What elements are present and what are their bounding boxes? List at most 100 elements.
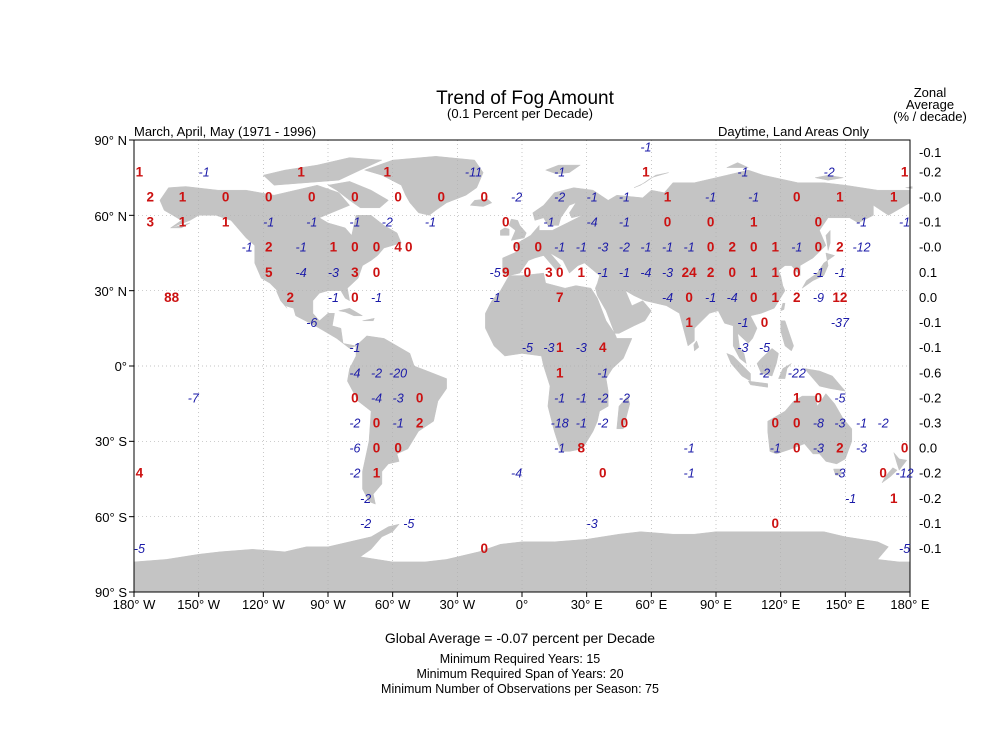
zonal-header-line: Average (905, 97, 955, 112)
trend-value: 0 (373, 240, 381, 255)
footer-min-span: Minimum Required Span of Years: 20 (416, 667, 624, 681)
landmass-arabian-sea-fix (599, 270, 631, 294)
trend-value: 2 (728, 240, 736, 255)
trend-value: -1 (371, 291, 382, 305)
trend-value: 1 (772, 240, 780, 255)
trend-value: 1 (772, 290, 780, 305)
longitude-label: 120° W (242, 597, 286, 612)
trend-value: 0 (373, 416, 381, 431)
trend-value: -1 (899, 216, 910, 230)
trend-value: -1 (662, 241, 673, 255)
trend-value: 1 (901, 164, 909, 179)
trend-value: -1 (834, 266, 845, 280)
trend-value: -3 (834, 467, 845, 481)
trend-value: -1 (684, 467, 695, 481)
trend-value: -1 (199, 165, 210, 179)
trend-value: 0 (815, 215, 823, 230)
trend-value: 1 (890, 190, 898, 205)
trend-value: 0 (750, 290, 758, 305)
trend-value: -12 (852, 241, 870, 255)
trend-value: 0 (772, 416, 780, 431)
longitude-label: 60° W (375, 597, 411, 612)
trend-value: 1 (179, 215, 187, 230)
trend-value: -37 (831, 316, 850, 330)
landmass-severnaya (726, 162, 749, 168)
trend-value: -5 (899, 542, 910, 556)
landmass-australia (767, 393, 853, 465)
trend-value: 1 (330, 240, 338, 255)
trend-value: 3 (146, 215, 154, 230)
trend-value: -1 (393, 417, 404, 431)
landmass-sakhalin (825, 229, 831, 251)
trend-value: -1 (296, 241, 307, 255)
zonal-averages: -0.1 -0.2 -0.0 -0.1 -0.0 0.1 0.0 -0.1 -0.1 -0.6 -0… (919, 145, 941, 556)
zonal-average-value: -0.2 (919, 390, 941, 405)
trend-value: 0 (793, 416, 801, 431)
trend-value: -4 (296, 266, 307, 280)
trend-value: -1 (587, 191, 598, 205)
trend-value: 0 (534, 240, 542, 255)
zonal-average-value: -0.1 (919, 145, 941, 160)
trend-value: 0 (502, 215, 510, 230)
landmass-eurasia (502, 169, 911, 365)
trend-value: 2 (836, 240, 844, 255)
zonal-average-value: -0.1 (919, 541, 941, 556)
trend-value: 1 (836, 190, 844, 205)
trend-value: 0 (308, 190, 316, 205)
zonal-average-value: -0.1 (919, 516, 941, 531)
zonal-header-line: Zonal (913, 85, 947, 100)
landmass-africa (485, 272, 633, 452)
trend-value: -1 (619, 216, 630, 230)
trend-value: 1 (384, 164, 392, 179)
landmass-alaska-penin (170, 222, 191, 229)
trend-value: 0 (772, 516, 780, 531)
trend-value: 0 (793, 441, 801, 456)
longitude-label: 120° E (761, 597, 801, 612)
trend-value: 0 (373, 265, 381, 280)
landmass-new-guinea (803, 368, 846, 392)
latitude-label: 0° (115, 359, 127, 374)
trend-value: -11 (465, 165, 482, 179)
trend-value: -3 (834, 417, 845, 431)
trend-value: 2 (707, 265, 715, 280)
trend-value: -1 (619, 191, 630, 205)
trend-value: -5 (490, 266, 501, 280)
trend-value: -1 (242, 241, 253, 255)
trend-value: -1 (856, 216, 867, 230)
trend-value: -1 (705, 291, 716, 305)
trend-value: 1 (578, 265, 586, 280)
trend-value: -2 (597, 417, 608, 431)
zonal-header-line: (% / decade) (893, 109, 967, 124)
trend-value: 24 (682, 265, 698, 280)
trend-value: -2 (360, 492, 371, 506)
trend-value: 1 (136, 164, 144, 179)
trend-value: 0 (815, 390, 823, 405)
trend-value: -2 (554, 191, 565, 205)
trend-value: 3 (351, 265, 359, 280)
trend-value: 0 (481, 541, 489, 556)
landmass-greenland (363, 156, 484, 216)
trend-value: 2 (793, 290, 801, 305)
landmass-novaya-zemlya (633, 172, 669, 188)
trend-value: 88 (164, 290, 180, 305)
longitude-label: 180° E (890, 597, 930, 612)
trend-value: -2 (349, 467, 360, 481)
trend-value: 9 (502, 265, 510, 280)
trend-value: -1 (349, 216, 360, 230)
map-title: Trend of Fog Amount (436, 88, 614, 109)
landmass-cuba (338, 307, 364, 317)
longitude-label: 150° E (826, 597, 866, 612)
trend-value: 2 (146, 190, 154, 205)
trend-value: -3 (597, 241, 608, 255)
trend-value: -2 (619, 241, 630, 255)
landmass-great-britain (508, 218, 527, 241)
zonal-average-value: -0.2 (919, 491, 941, 506)
trend-value: -3 (393, 391, 404, 405)
trend-value: -1 (597, 266, 608, 280)
zonal-average-value: -0.2 (919, 466, 941, 481)
trend-value: -1 (619, 266, 630, 280)
landmass-antarctica (133, 523, 911, 593)
trend-value: 0 (750, 240, 758, 255)
trend-value: -1 (543, 216, 554, 230)
trend-value: 1 (685, 315, 693, 330)
